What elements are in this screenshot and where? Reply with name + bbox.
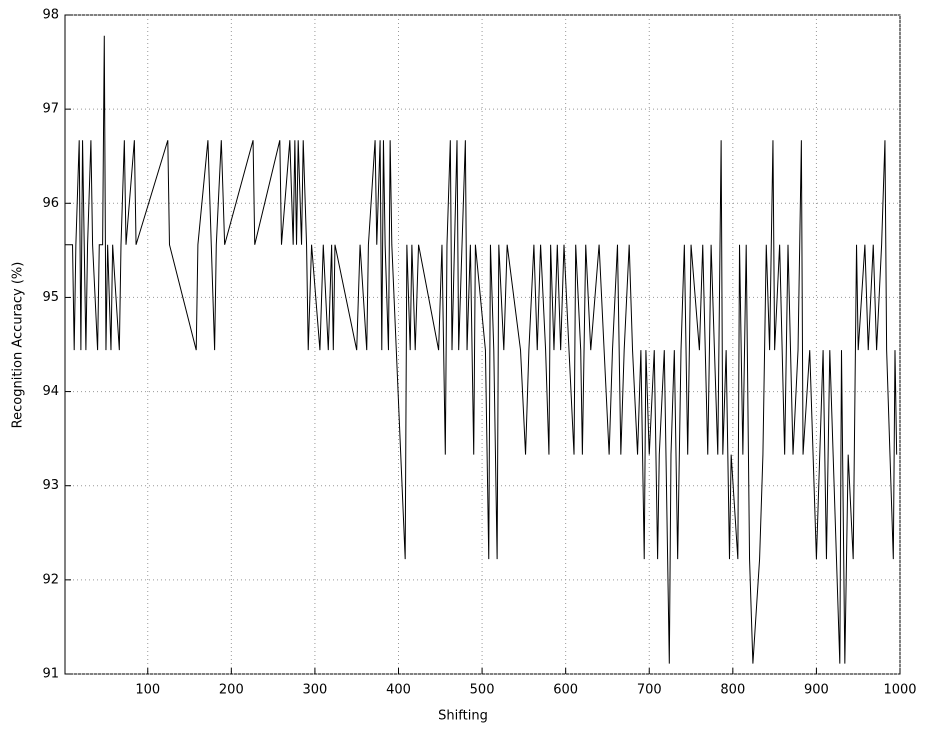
y-tick-label: 91 [42,667,59,682]
y-tick-label: 93 [42,478,59,493]
x-tick-label: 800 [720,683,745,698]
y-axis-label: Recognition Accuracy (%) [11,262,26,429]
x-tick-label: 1000 [883,683,916,698]
x-tick-label: 900 [804,683,829,698]
x-axis-label: Shifting [438,709,488,724]
y-tick-label: 95 [42,290,59,305]
x-tick-label: 100 [135,683,160,698]
x-tick-label: 600 [553,683,578,698]
x-tick-label: 300 [303,683,328,698]
x-tick-label: 700 [637,683,662,698]
data-line [65,35,898,664]
y-tick-label: 97 [42,102,59,117]
x-tick-label: 400 [386,683,411,698]
y-tick-label: 94 [42,384,59,399]
y-tick-label: 92 [42,572,59,587]
x-tick-label: 200 [219,683,244,698]
x-tick-label: 500 [470,683,495,698]
plot-frame [64,14,901,675]
y-tick-label: 98 [42,8,59,23]
y-tick-label: 96 [42,196,59,211]
